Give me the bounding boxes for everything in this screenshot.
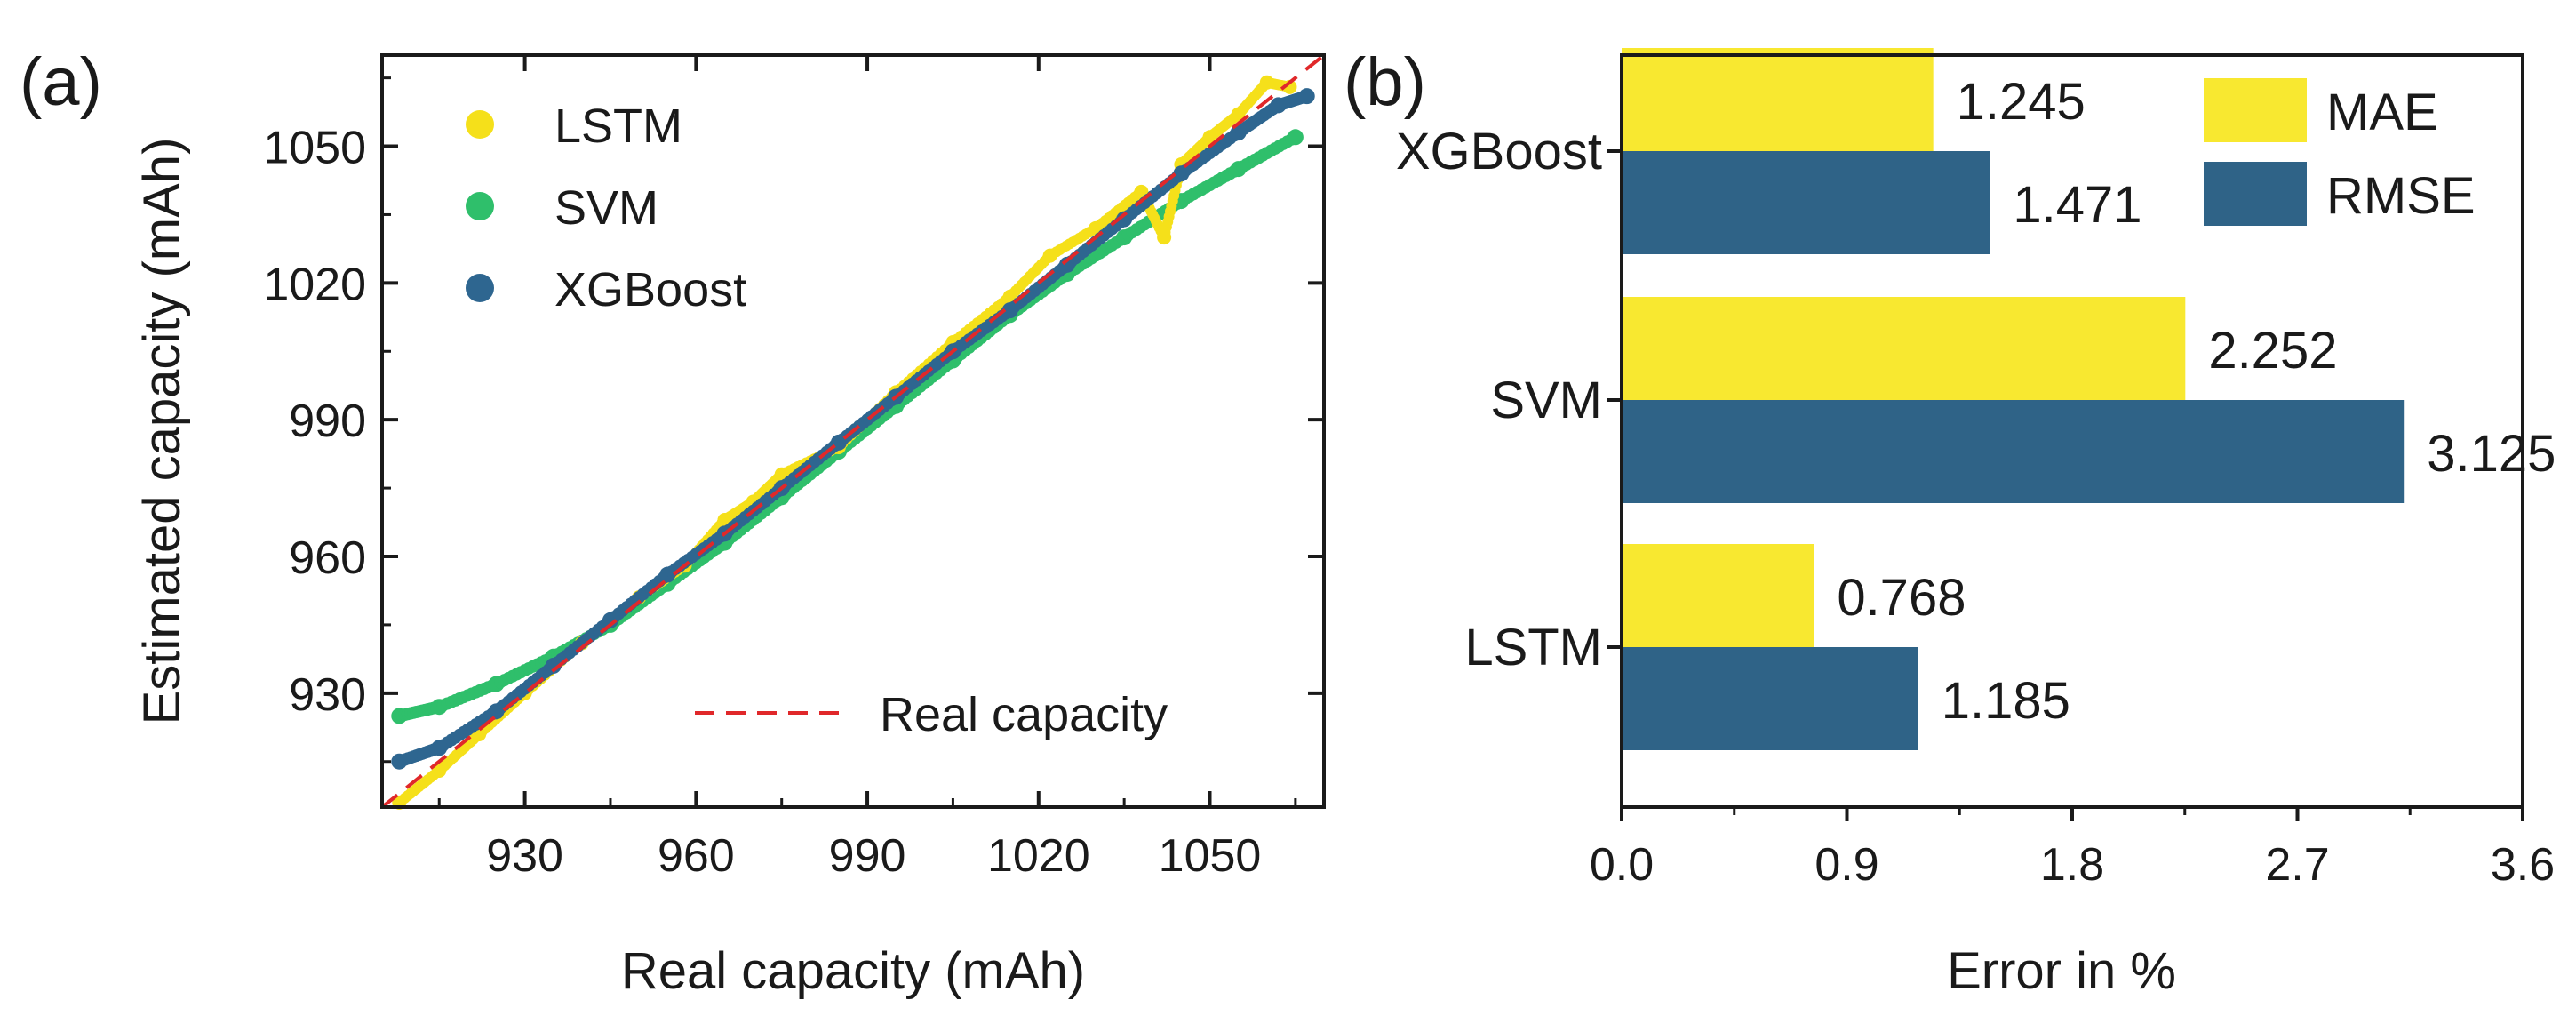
scatter-points — [391, 75, 1315, 810]
legend-label-svm: SVM — [554, 181, 658, 235]
y-axis-category-ticks: XGBoost SVM LSTM — [1396, 123, 1622, 676]
bar-mae-svm — [1622, 297, 2186, 400]
x-tick-label: 960 — [658, 830, 735, 882]
bars — [1622, 48, 2405, 750]
x-tick-label: 0.9 — [1814, 839, 1878, 891]
legend-marker-xgboost — [466, 274, 494, 302]
data-point-xgboost — [1298, 88, 1315, 105]
x-tick-label: 1020 — [987, 830, 1090, 882]
x-tick-label: 930 — [486, 830, 563, 882]
bar-rmse-xgboost — [1622, 151, 1990, 254]
y-tick-label: 990 — [289, 396, 366, 447]
x-tick-label: 3.6 — [2491, 839, 2555, 891]
x-axis-ticks: 0.0 0.9 1.8 2.7 3.6 — [1590, 807, 2555, 891]
y-tick-label: 960 — [289, 532, 366, 584]
bar-value-labels: 1.245 1.471 2.252 3.125 0.768 1.185 — [1837, 73, 2556, 730]
y-tick-label: 1020 — [263, 259, 366, 310]
y-tick-label: 1050 — [263, 123, 366, 174]
legend-marker-lstm — [466, 110, 494, 139]
legend-label-rmse: RMSE — [2326, 167, 2476, 225]
x-axis-title: Error in % — [1947, 942, 2176, 1000]
x-tick-label: 1050 — [1159, 830, 1262, 882]
x-tick-label: 0.0 — [1590, 839, 1654, 891]
bar-mae-xgboost — [1622, 48, 1934, 151]
bar-value-label: 2.252 — [2208, 322, 2337, 380]
legend-b: MAE RMSE — [2204, 78, 2476, 226]
legend-label-real-capacity: Real capacity — [880, 688, 1168, 741]
legend-a: LSTM SVM XGBoost Real capacity — [466, 100, 1168, 741]
panel-b-label: (b) — [1344, 44, 1426, 120]
bar-mae-lstm — [1622, 544, 1814, 647]
x-axis-title: Real capacity (mAh) — [621, 942, 1085, 1000]
bar-rmse-svm — [1622, 400, 2405, 503]
bar-value-label: 1.471 — [2013, 176, 2141, 234]
legend-marker-svm — [466, 192, 494, 220]
x-tick-label: 1.8 — [2040, 839, 2104, 891]
x-tick-label: 990 — [829, 830, 906, 882]
panel-a-label: (a) — [20, 44, 102, 120]
legend-label-mae: MAE — [2326, 84, 2438, 141]
category-label-svm: SVM — [1490, 372, 1602, 429]
bar-value-label: 3.125 — [2427, 425, 2556, 483]
category-label-lstm: LSTM — [1464, 619, 1602, 676]
y-axis-ticks: 930 960 990 1020 1050 — [263, 76, 1324, 764]
panel-a-scatter-chart: (a) 930 960 990 1020 1050 93096099010201050 … — [20, 44, 1326, 1000]
legend-marker-mae — [2204, 78, 2307, 142]
bar-value-label: 1.185 — [1942, 672, 2070, 730]
bar-rmse-lstm — [1622, 647, 1918, 750]
legend-marker-rmse — [2204, 162, 2307, 226]
x-tick-label: 2.7 — [2265, 839, 2329, 891]
y-axis-title: Estimated capacity (mAh) — [133, 138, 191, 725]
category-label-xgboost: XGBoost — [1396, 123, 1602, 180]
real-capacity-line — [380, 53, 1326, 809]
legend-label-xgboost: XGBoost — [554, 263, 746, 316]
data-point-svm — [1287, 129, 1304, 146]
plot-a-frame — [380, 53, 1326, 809]
x-axis-ticks: 930 960 990 1020 1050 — [437, 55, 1297, 882]
bar-value-label: 0.768 — [1837, 569, 1966, 627]
bar-value-label: 1.245 — [1957, 73, 2086, 131]
legend-label-lstm: LSTM — [554, 100, 682, 153]
y-tick-label: 930 — [289, 669, 366, 721]
